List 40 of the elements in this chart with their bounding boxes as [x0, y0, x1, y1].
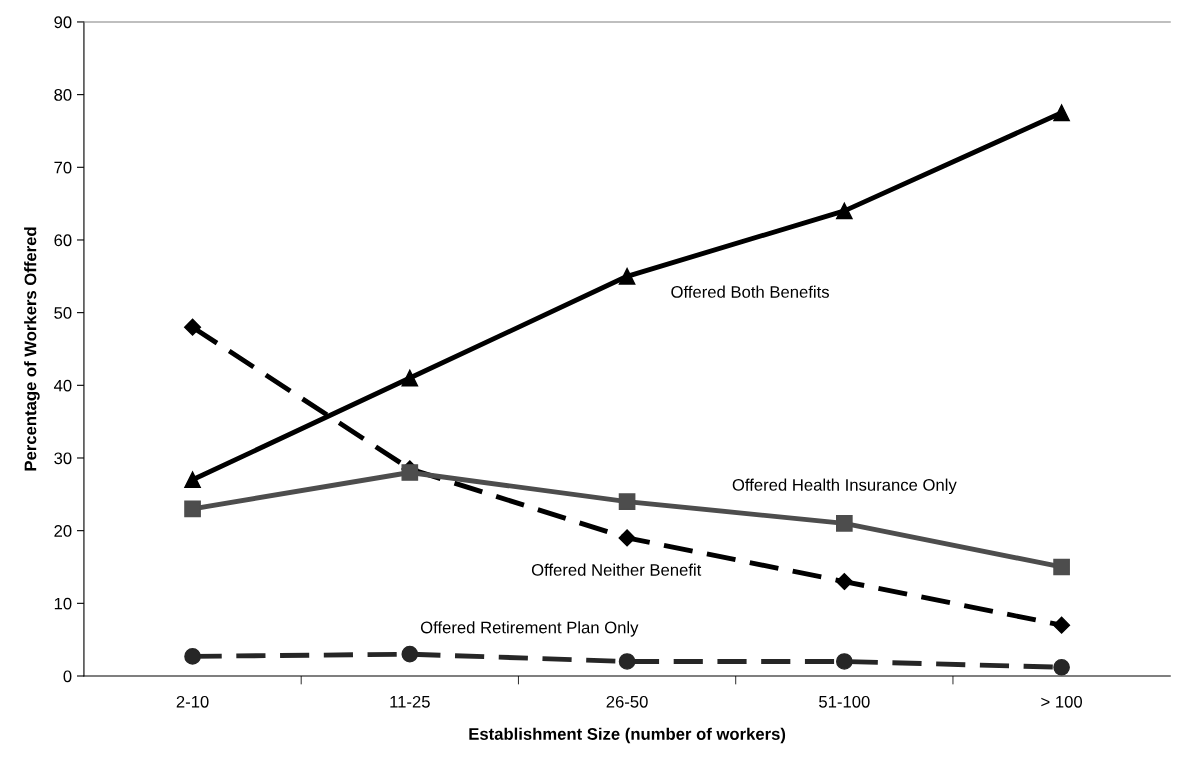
- series-label: Offered Retirement Plan Only: [420, 621, 639, 637]
- x-tick-label: 2-10: [176, 695, 209, 708]
- y-tick-label: 0: [63, 670, 72, 683]
- y-tick-label: 80: [54, 89, 72, 101]
- point: [618, 493, 636, 510]
- point: [836, 515, 853, 532]
- x-tick-label: 51-100: [819, 695, 870, 708]
- point: [184, 318, 202, 336]
- x-tick-label: > 100: [1041, 695, 1083, 708]
- x-axis-title: Establishment Size (number of workers): [469, 727, 786, 744]
- point: [836, 202, 853, 220]
- point: [836, 653, 853, 670]
- point: [618, 529, 636, 547]
- y-tick-label: 50: [54, 307, 72, 319]
- point: [1053, 616, 1071, 634]
- point: [1053, 558, 1070, 576]
- series-label: Offered Health Insurance Only: [732, 478, 957, 495]
- y-axis-title: Percentage of Workers Offered: [24, 227, 40, 471]
- point: [618, 267, 636, 285]
- point: [184, 500, 201, 518]
- y-tick-label: 40: [53, 379, 72, 392]
- point: [618, 653, 636, 670]
- y-tick-label: 90: [54, 16, 72, 29]
- point: [1053, 104, 1070, 122]
- y-tick-label: 10: [54, 597, 72, 610]
- point: [401, 645, 419, 663]
- point: [401, 464, 419, 481]
- point: [1053, 658, 1070, 676]
- x-tick-label: 26-50: [606, 695, 648, 708]
- point: [184, 648, 201, 665]
- x-tick-label: 11-25: [390, 695, 430, 708]
- series-label: Offered Both Benefits: [671, 285, 829, 298]
- point: [835, 572, 853, 591]
- point: [184, 471, 201, 489]
- y-tick-label: 20: [54, 525, 72, 537]
- y-tick-label: 70: [54, 161, 72, 174]
- y-tick-label: 60: [54, 234, 72, 247]
- y-tick-label: 30: [54, 452, 72, 465]
- series-label: Offered Neither Benefit: [531, 563, 702, 576]
- point: [401, 369, 419, 387]
